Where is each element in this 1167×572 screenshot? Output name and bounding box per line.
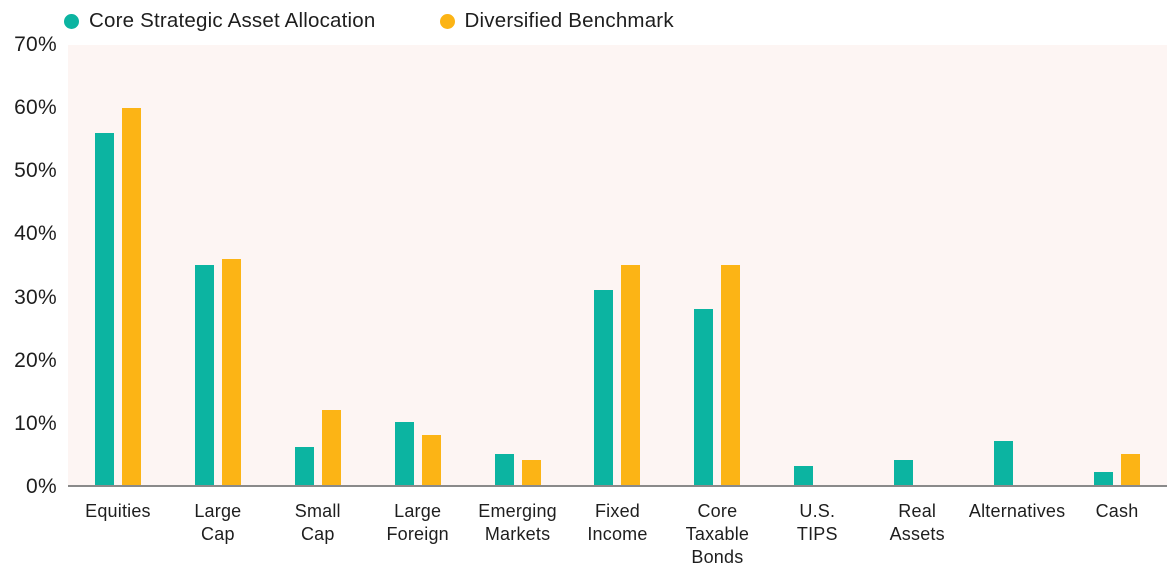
bar-core-4: [494, 453, 514, 485]
bar-group-7: [767, 45, 867, 485]
bar-core-10: [1094, 472, 1114, 485]
bar-core-7: [794, 466, 814, 485]
x-axis-label-2: Small Cap: [294, 501, 341, 544]
bar-benchmark-10: [1121, 453, 1141, 485]
bar-benchmark-2: [321, 409, 341, 485]
bar-group-10: [1067, 45, 1167, 485]
legend-marker-core-strategic-icon: [64, 13, 79, 29]
bar-benchmark-3: [421, 434, 441, 485]
x-axis-label-1: Large Cap: [194, 501, 242, 544]
bar-core-0: [94, 133, 114, 485]
bar-core-1: [194, 265, 214, 485]
plot-area: [68, 45, 1167, 487]
bar-group-6: [667, 45, 767, 485]
y-tick-label-10: 10%: [14, 411, 57, 435]
x-axis: Equities Large Cap Small Cap Large Foreign E…: [68, 500, 1167, 569]
bar-benchmark-6: [721, 265, 741, 485]
bar-benchmark-5: [621, 265, 641, 485]
legend-label-diversified-benchmark: Diversified Benchmark: [464, 9, 674, 32]
bar-group-0: [68, 45, 168, 485]
bar-group-2: [268, 45, 368, 485]
bar-benchmark-4: [521, 459, 541, 485]
bar-group-9: [967, 45, 1067, 485]
bar-core-8: [894, 459, 914, 485]
bar-core-3: [394, 422, 414, 485]
bar-group-4: [468, 45, 568, 485]
bar-core-9: [994, 441, 1014, 485]
y-tick-label-60: 60%: [14, 96, 57, 120]
bar-group-8: [867, 45, 967, 485]
legend-marker-diversified-benchmark-icon: [439, 13, 455, 29]
x-axis-label-7: U.S. TIPS: [796, 501, 838, 544]
y-tick-label-50: 50%: [14, 159, 57, 183]
bar-core-5: [594, 290, 614, 485]
y-tick-label-70: 70%: [14, 33, 57, 56]
x-axis-label-0: Equities: [85, 501, 151, 521]
legend-item-diversified-benchmark: Diversified Benchmark: [439, 9, 674, 33]
bar-benchmark-0: [121, 107, 141, 485]
y-tick-label-0: 0%: [26, 475, 57, 498]
y-tick-label-30: 30%: [14, 285, 57, 309]
x-axis-label-8: Real Assets: [889, 501, 945, 544]
bar-group-3: [368, 45, 468, 485]
y-tick-label-40: 40%: [14, 222, 57, 246]
legend: Core Strategic Asset Allocation Diversif…: [64, 6, 674, 36]
bar-benchmark-1: [221, 258, 241, 485]
legend-item-core-strategic: Core Strategic Asset Allocation: [64, 9, 376, 33]
legend-label-core-strategic: Core Strategic Asset Allocation: [89, 9, 376, 32]
y-axis: 70% 60% 50% 40% 30% 20% 10% 0%: [0, 33, 57, 498]
bar-core-2: [294, 447, 314, 485]
x-axis-label-3: Large Foreign: [386, 501, 449, 544]
y-tick-label-20: 20%: [14, 348, 57, 372]
bar-group-5: [568, 45, 668, 485]
x-axis-label-5: Fixed Income: [587, 501, 648, 544]
bar-group-1: [168, 45, 268, 485]
bar-core-6: [694, 309, 714, 485]
x-axis-label-4: Emerging Markets: [478, 501, 557, 544]
x-axis-label-10: Cash: [1095, 501, 1139, 521]
x-axis-label-6: Core Taxable Bonds: [685, 501, 750, 567]
x-axis-label-9: Alternatives: [968, 501, 1066, 521]
